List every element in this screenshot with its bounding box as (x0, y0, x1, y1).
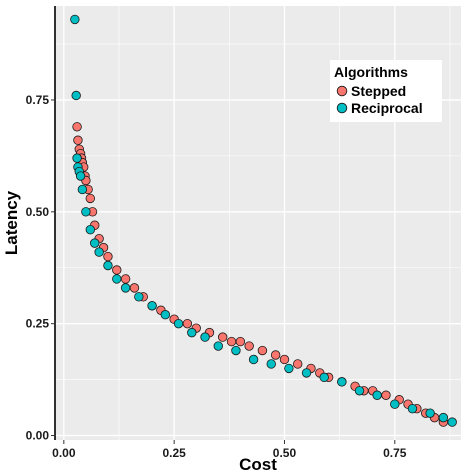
data-point-reciprocal (266, 359, 276, 369)
data-point-reciprocal (85, 225, 96, 235)
data-point-stepped (217, 332, 228, 342)
data-point-stepped (293, 359, 303, 369)
data-point-reciprocal (447, 417, 457, 427)
data-point-reciprocal (390, 399, 400, 409)
series-reciprocal (70, 14, 457, 427)
data-points (70, 14, 457, 427)
data-point-stepped (182, 318, 193, 329)
data-point-reciprocal (134, 292, 144, 302)
data-point-reciprocal (90, 238, 100, 248)
data-point-stepped (257, 345, 268, 356)
data-point-stepped (235, 336, 246, 347)
data-point-reciprocal (81, 207, 91, 217)
data-point-reciprocal (94, 247, 104, 257)
data-point-stepped (129, 283, 140, 293)
data-point-reciprocal (120, 283, 131, 293)
data-point-reciprocal (372, 390, 382, 400)
data-point-reciprocal (103, 260, 113, 271)
data-point-reciprocal (354, 386, 365, 396)
data-point-reciprocal (112, 274, 122, 284)
data-point-stepped (226, 336, 237, 347)
data-point-stepped (381, 390, 391, 400)
data-point-reciprocal (213, 341, 223, 351)
data-point-reciprocal (248, 354, 259, 365)
y-tick-label: 0.00 (26, 429, 50, 443)
data-point-reciprocal (319, 372, 329, 383)
y-tick-label: 0.50 (26, 205, 50, 219)
data-point-reciprocal (425, 408, 435, 418)
data-point-stepped (73, 135, 83, 145)
x-tick-label: 0.75 (383, 446, 407, 460)
data-point-stepped (112, 265, 122, 275)
data-point-reciprocal (407, 403, 418, 414)
data-point-reciprocal (173, 318, 184, 329)
legend-label-stepped: Stepped (351, 83, 406, 99)
data-point-reciprocal (160, 310, 171, 320)
y-tick-label: 0.75 (26, 93, 50, 107)
data-point-reciprocal (71, 90, 81, 101)
data-point-stepped (85, 193, 96, 204)
data-point-reciprocal (438, 412, 449, 423)
data-point-reciprocal (77, 184, 88, 195)
data-point-reciprocal (301, 368, 312, 378)
legend-background (330, 60, 442, 122)
data-point-reciprocal (75, 171, 86, 181)
data-point-reciprocal (284, 363, 294, 374)
x-tick-label: 0.25 (162, 446, 186, 460)
data-point-stepped (103, 251, 113, 262)
x-axis-title: Cost (239, 455, 277, 474)
legend: Algorithms Stepped Reciprocal (330, 60, 442, 122)
data-point-reciprocal (337, 377, 347, 387)
legend-label-reciprocal: Reciprocal (351, 100, 423, 116)
data-point-reciprocal (72, 153, 82, 163)
data-point-stepped (72, 122, 82, 132)
data-point-reciprocal (147, 301, 157, 311)
data-point-stepped (270, 350, 281, 360)
legend-key-stepped (336, 85, 348, 97)
data-point-stepped (120, 274, 131, 284)
y-axis-title: Latency (2, 190, 21, 255)
data-point-reciprocal (70, 14, 80, 25)
data-point-reciprocal (200, 332, 210, 342)
x-tick-label: 0.00 (52, 446, 76, 460)
data-point-reciprocal (231, 345, 241, 356)
x-tick-label: 0.50 (273, 446, 297, 460)
data-point-reciprocal (187, 327, 197, 338)
data-point-stepped (244, 341, 254, 351)
data-point-stepped (279, 354, 290, 365)
y-tick-label: 0.25 (26, 317, 50, 331)
axis-ticks: 0.00 0.25 0.50 0.75 0.00 0.25 0.50 0.75 (26, 93, 407, 460)
legend-title: Algorithms (334, 64, 408, 80)
legend-key-reciprocal (336, 102, 348, 114)
